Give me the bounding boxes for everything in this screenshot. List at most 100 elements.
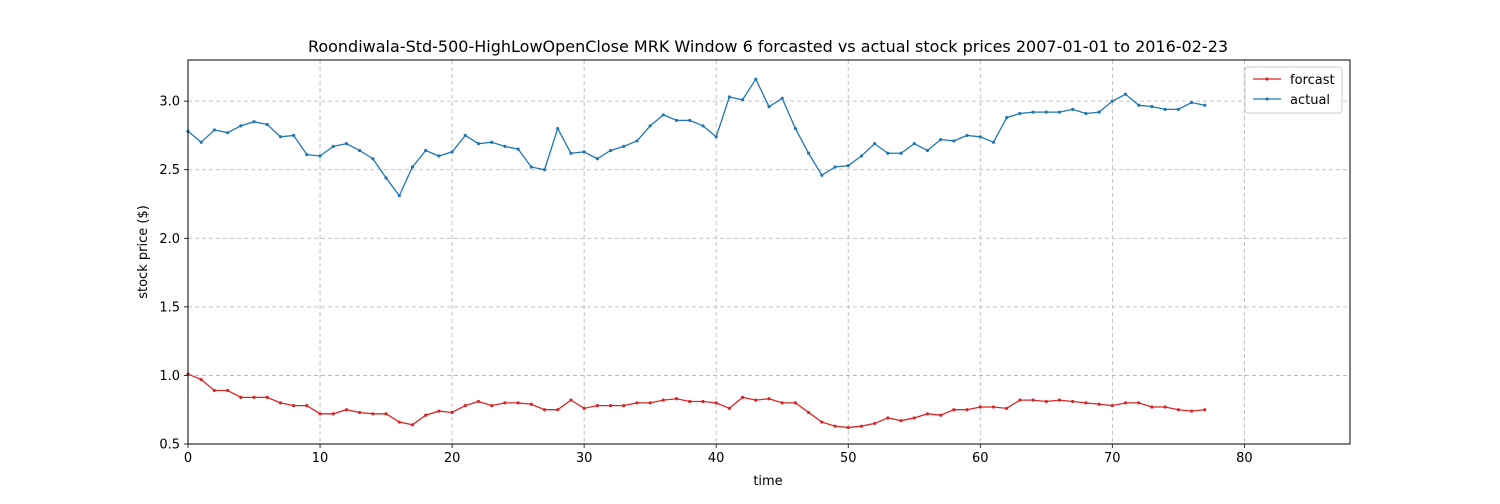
data-point-forcast — [1057, 398, 1062, 402]
data-point-forcast — [952, 408, 956, 412]
data-point-actual — [529, 165, 533, 169]
data-point-actual — [1137, 103, 1141, 107]
data-point-forcast — [331, 412, 335, 416]
plot-frame — [187, 59, 1351, 445]
data-point-forcast — [582, 406, 586, 410]
data-point-actual — [199, 140, 203, 144]
data-point-actual — [1163, 107, 1167, 111]
legend-actual-marker — [1265, 97, 1269, 101]
data-point-forcast — [503, 401, 507, 405]
data-point-actual — [490, 140, 494, 144]
x-axis-ticks: 0 10 20 30 40 50 60 70 80 — [184, 444, 1253, 466]
y-tick-label: 3.0 — [159, 95, 180, 110]
data-point-actual — [1123, 92, 1128, 96]
data-point-forcast — [1110, 404, 1114, 408]
data-point-actual — [556, 126, 560, 131]
x-tick-label: 20 — [444, 451, 461, 466]
data-point-actual — [714, 135, 718, 139]
data-point-actual — [1071, 107, 1075, 111]
data-point-actual — [886, 151, 890, 155]
data-point-actual — [661, 113, 665, 117]
data-point-actual — [965, 133, 969, 138]
data-point-actual — [952, 139, 956, 143]
data-point-forcast — [358, 410, 362, 415]
data-point-forcast — [965, 408, 969, 412]
data-point-actual — [516, 147, 520, 151]
data-point-forcast — [873, 421, 877, 426]
data-point-forcast — [912, 416, 916, 420]
data-point-forcast — [608, 404, 613, 408]
x-tick-label: 70 — [1104, 451, 1121, 466]
data-point-forcast — [846, 425, 850, 430]
data-point-actual — [780, 96, 784, 100]
series-actual — [186, 77, 1207, 198]
data-point-actual — [1018, 111, 1022, 116]
data-point-forcast — [595, 404, 599, 408]
data-point-forcast — [820, 420, 824, 424]
data-point-actual — [807, 151, 811, 155]
data-point-actual — [727, 95, 731, 99]
data-point-actual — [873, 142, 877, 146]
data-point-forcast — [978, 405, 982, 409]
data-point-forcast — [701, 399, 705, 404]
data-point-actual — [1084, 111, 1088, 116]
data-point-actual — [820, 173, 824, 177]
data-point-forcast — [767, 397, 771, 401]
data-point-forcast — [516, 401, 520, 405]
data-point-forcast — [991, 405, 996, 409]
data-point-actual — [991, 140, 996, 144]
data-point-forcast — [1084, 401, 1088, 405]
y-axis-label: stock price ($) — [136, 205, 151, 299]
data-point-actual — [397, 194, 401, 198]
data-point-actual — [740, 98, 745, 102]
data-point-forcast — [807, 410, 811, 415]
data-point-forcast — [476, 399, 481, 404]
data-point-actual — [859, 154, 864, 158]
data-point-actual — [1189, 100, 1194, 105]
data-point-forcast — [899, 419, 903, 423]
data-point-actual — [569, 151, 573, 155]
data-point-forcast — [371, 412, 375, 416]
data-point-forcast — [1123, 401, 1128, 405]
data-point-actual — [278, 135, 283, 139]
legend: forcast actual — [1244, 66, 1343, 114]
data-point-actual — [595, 157, 599, 161]
data-point-actual — [833, 165, 837, 169]
y-tick-label: 0.5 — [159, 438, 180, 453]
data-point-forcast — [569, 398, 573, 402]
data-point-forcast — [1044, 399, 1048, 404]
x-axis-label: time — [753, 474, 782, 489]
data-point-forcast — [1163, 405, 1167, 409]
data-point-forcast — [318, 412, 322, 416]
data-point-actual — [318, 154, 322, 158]
data-point-forcast — [529, 402, 533, 406]
data-point-forcast — [754, 398, 758, 402]
data-point-actual — [925, 148, 930, 153]
data-point-forcast — [1031, 398, 1035, 402]
data-point-forcast — [292, 404, 296, 408]
data-point-forcast — [688, 399, 692, 404]
data-point-actual — [450, 150, 454, 154]
data-point-forcast — [635, 401, 639, 405]
y-tick-label: 1.5 — [159, 300, 180, 315]
data-point-actual — [899, 151, 903, 155]
data-point-actual — [648, 124, 652, 128]
data-point-actual — [410, 165, 415, 169]
data-point-forcast — [1005, 406, 1009, 410]
data-point-forcast — [252, 395, 256, 399]
data-point-actual — [1110, 99, 1114, 103]
data-point-actual — [371, 157, 375, 161]
data-point-actual — [1057, 110, 1062, 114]
data-point-forcast — [450, 410, 454, 415]
data-point-forcast — [648, 401, 652, 405]
data-point-forcast — [424, 413, 428, 417]
data-point-actual — [212, 128, 217, 132]
series-forcast — [186, 372, 1207, 430]
data-point-actual — [292, 133, 296, 138]
x-tick-label: 30 — [576, 451, 593, 466]
legend-actual-label: actual — [1290, 93, 1330, 108]
data-point-actual — [463, 133, 467, 138]
legend-forcast-marker — [1265, 77, 1269, 81]
